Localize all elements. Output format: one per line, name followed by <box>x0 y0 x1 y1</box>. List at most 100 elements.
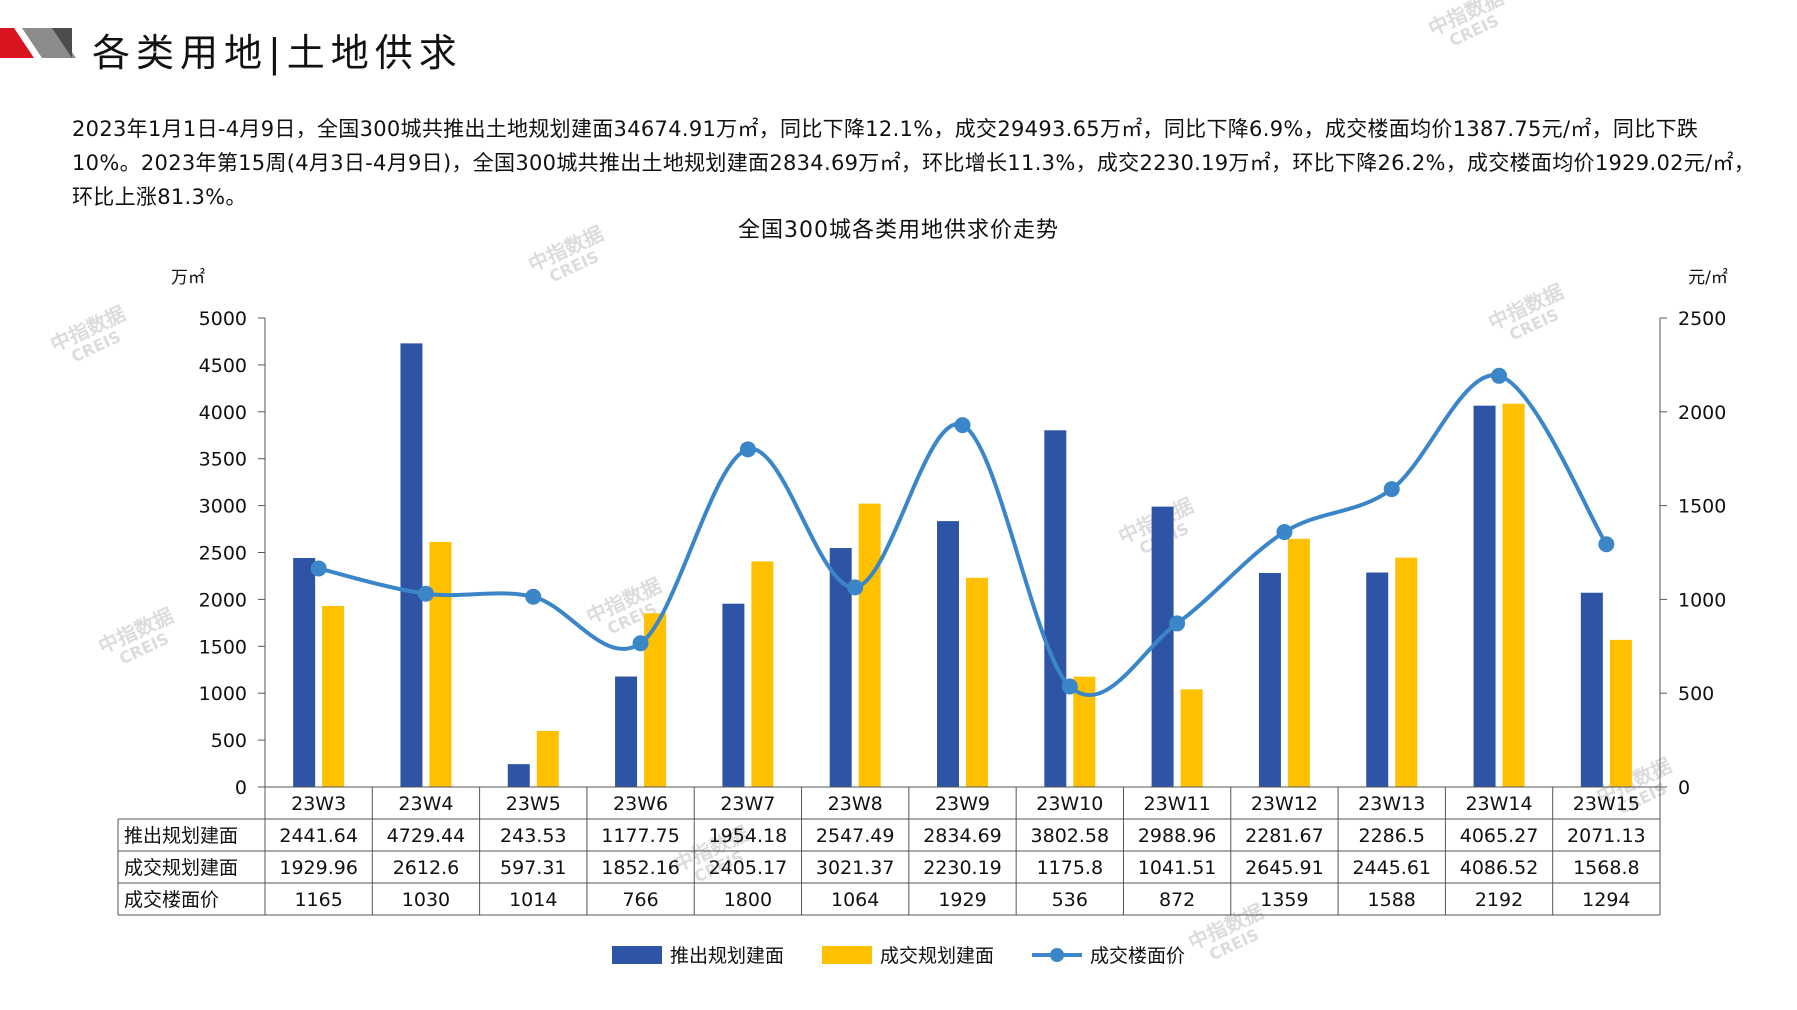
bar-deal <box>858 503 881 787</box>
legend-swatch-supply <box>612 946 662 964</box>
data-label: 1294 <box>1582 889 1630 911</box>
bar-deal <box>322 605 345 787</box>
bar-supply <box>400 343 423 787</box>
data-label: 766 <box>622 889 658 911</box>
table-row-header: 成交规划建面 <box>124 857 238 879</box>
category-label: 23W9 <box>935 793 990 815</box>
data-label: 2547.49 <box>816 825 895 847</box>
right-axis-tick-label: 0 <box>1678 777 1690 799</box>
category-label: 23W7 <box>720 793 775 815</box>
brand-logo <box>0 14 80 78</box>
bar-deal <box>1502 403 1525 787</box>
data-label: 4729.44 <box>387 825 466 847</box>
right-axis-tick-label: 1000 <box>1678 589 1726 611</box>
data-label: 1800 <box>724 889 772 911</box>
data-label: 1175.8 <box>1037 857 1103 879</box>
price-point <box>1276 524 1293 541</box>
logo-red-shape <box>0 28 34 58</box>
left-axis-tick-label: 3500 <box>199 449 247 471</box>
left-axis-unit: 万㎡ <box>171 268 205 288</box>
bar-deal <box>1609 639 1632 787</box>
data-label: 2612.6 <box>393 857 459 879</box>
right-axis-tick-label: 1500 <box>1678 496 1726 518</box>
category-label: 23W12 <box>1251 793 1318 815</box>
data-label: 1929 <box>938 889 986 911</box>
data-label: 3021.37 <box>816 857 895 879</box>
category-label: 23W14 <box>1465 793 1532 815</box>
data-label: 1852.16 <box>601 857 680 879</box>
right-axis-tick-label: 2000 <box>1678 402 1726 424</box>
legend-swatch-deal <box>822 946 872 964</box>
price-point <box>417 585 434 602</box>
left-axis-tick-label: 1000 <box>199 683 247 705</box>
bar-deal <box>1395 557 1418 787</box>
data-label: 1359 <box>1260 889 1308 911</box>
bar-deal <box>644 613 667 787</box>
left-axis-tick-label: 4000 <box>199 402 247 424</box>
bar-deal <box>1073 676 1096 787</box>
data-label: 1588 <box>1368 889 1416 911</box>
bar-deal <box>966 577 988 787</box>
data-label: 2834.69 <box>923 825 1002 847</box>
legend-label-supply: 推出规划建面 <box>670 945 784 967</box>
price-point <box>847 579 864 596</box>
data-label: 3802.58 <box>1031 825 1110 847</box>
price-point <box>1061 678 1078 695</box>
bar-supply <box>1473 405 1496 787</box>
bar-supply <box>1580 592 1603 787</box>
bar-supply <box>937 521 959 787</box>
bar-supply <box>829 548 852 787</box>
category-label: 23W5 <box>506 793 561 815</box>
data-label: 1177.75 <box>601 825 680 847</box>
data-label: 1064 <box>831 889 879 911</box>
data-label: 1954.18 <box>709 825 788 847</box>
bar-supply <box>1151 506 1174 787</box>
legend-label-price: 成交楼面价 <box>1090 945 1185 967</box>
price-point <box>525 588 542 605</box>
category-label: 23W4 <box>398 793 453 815</box>
table-row-header: 推出规划建面 <box>124 825 238 847</box>
data-label: 536 <box>1052 889 1088 911</box>
left-axis-tick-label: 0 <box>235 777 247 799</box>
legend-label-deal: 成交规划建面 <box>880 945 994 967</box>
data-label: 597.31 <box>500 857 566 879</box>
category-label: 23W15 <box>1573 793 1640 815</box>
data-label: 2988.96 <box>1138 825 1217 847</box>
left-axis-tick-label: 4500 <box>199 355 247 377</box>
data-label: 2441.64 <box>279 825 358 847</box>
data-label: 1041.51 <box>1138 857 1217 879</box>
left-axis-tick-label: 5000 <box>199 308 247 330</box>
data-label: 243.53 <box>500 825 566 847</box>
chart-title: 全国300城各类用地供求价走势 <box>738 218 1059 243</box>
bar-deal <box>1180 689 1203 787</box>
data-label: 1014 <box>509 889 557 911</box>
left-axis-tick-label: 1500 <box>199 636 247 658</box>
logo-gray-shape <box>22 28 76 58</box>
left-axis-tick-label: 500 <box>211 730 247 752</box>
data-label: 4065.27 <box>1460 825 1539 847</box>
left-axis-tick-label: 2000 <box>199 589 247 611</box>
bar-supply <box>722 603 745 787</box>
data-label: 2192 <box>1475 889 1523 911</box>
data-label: 872 <box>1159 889 1195 911</box>
left-axis-tick-label: 3000 <box>199 496 247 518</box>
right-axis-unit: 元/㎡ <box>1688 268 1728 288</box>
category-label: 23W13 <box>1358 793 1425 815</box>
data-label: 1165 <box>294 889 342 911</box>
bar-deal <box>429 541 452 787</box>
right-axis-tick-label: 500 <box>1678 683 1714 705</box>
data-label: 2286.5 <box>1358 825 1424 847</box>
data-label: 2445.61 <box>1352 857 1431 879</box>
data-label: 1929.96 <box>279 857 358 879</box>
left-axis-tick-label: 2500 <box>199 543 247 565</box>
data-label: 2281.67 <box>1245 825 1324 847</box>
bar-supply <box>1044 430 1067 787</box>
data-label: 2405.17 <box>709 857 788 879</box>
price-point <box>632 635 649 652</box>
price-point <box>310 560 327 577</box>
legend-marker-price <box>1050 948 1064 962</box>
bar-supply <box>507 764 530 787</box>
table-row-header: 成交楼面价 <box>124 889 219 911</box>
price-point <box>1169 615 1186 632</box>
